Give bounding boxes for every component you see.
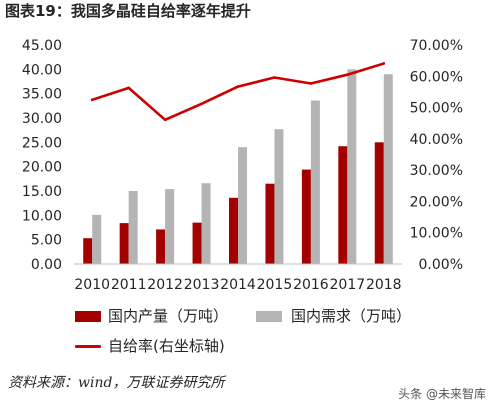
- line-point-self-sufficiency: [200, 102, 203, 106]
- x-tick-label: 2010: [74, 277, 110, 293]
- x-tick-label: 2011: [111, 277, 147, 293]
- bar-production: [192, 222, 202, 264]
- bar-production: [265, 183, 275, 264]
- x-tick-label: 2018: [366, 277, 402, 293]
- bar-demand: [310, 100, 320, 264]
- y-right-tick-label: 10.00%: [410, 226, 463, 242]
- x-tick-label: 2014: [220, 277, 256, 293]
- bar-demand: [165, 189, 175, 264]
- y-right-tick-label: 50.00%: [410, 101, 463, 117]
- x-tick-label: 2015: [257, 277, 293, 293]
- y-left-tick-label: 45.00: [22, 38, 62, 54]
- x-tick-label: 2016: [293, 277, 329, 293]
- bar-production: [83, 238, 93, 264]
- y-right-tick-label: 0.00%: [419, 257, 463, 273]
- line-point-self-sufficiency: [346, 73, 349, 77]
- y-left-tick-label: 35.00: [22, 87, 62, 103]
- line-series: [90, 62, 386, 122]
- figure-title: 图表19：我国多晶硅自给率逐年提升: [5, 2, 251, 20]
- source-note: 资料来源：wind，万联证券研究所: [8, 375, 225, 391]
- chart-plot: 0.00 5.00 10.00 15.00 20.00 25.00 30.00 35.00 40…: [22, 38, 463, 293]
- y-left-tick-label: 30.00: [22, 111, 62, 127]
- y-left-tick-label: 15.00: [22, 184, 62, 200]
- bar-demand: [92, 214, 102, 264]
- bar-demand: [238, 147, 247, 264]
- y-left-tick-label: 5.00: [31, 233, 62, 249]
- watermark-text: 头条 @未来智库: [398, 387, 486, 401]
- line-self-sufficiency: [90, 62, 386, 122]
- bar-production: [229, 197, 238, 264]
- bar-demand: [383, 74, 393, 264]
- bar-demand: [201, 183, 211, 264]
- bar-demand: [347, 69, 357, 264]
- y-right-tick-label: 60.00%: [410, 69, 463, 85]
- legend-swatch-demand: [256, 311, 282, 322]
- bar-demand: [128, 191, 138, 264]
- line-point-self-sufficiency: [273, 76, 276, 79]
- y-left-tick-label: 25.00: [22, 135, 62, 151]
- line-point-self-sufficiency: [236, 85, 240, 88]
- right-axis-ticks: 0.00% 10.00% 20.00% 30.00% 40.00% 50.00% 60.00…: [410, 38, 463, 273]
- legend-label-demand: 国内需求（万吨）: [291, 307, 412, 325]
- y-left-tick-label: 0.00: [31, 257, 62, 273]
- y-right-tick-label: 20.00%: [410, 194, 463, 210]
- bar-production: [374, 142, 384, 264]
- legend-label-production: 国内产量（万吨）: [108, 307, 229, 325]
- bar-production: [156, 229, 166, 264]
- bar-production: [301, 169, 311, 264]
- left-axis-ticks: 0.00 5.00 10.00 15.00 20.00 25.00 30.00 35.00 40…: [22, 38, 62, 273]
- category-labels: 2010 2011 2012 2013 2014 2015 2016 2017 2018: [74, 277, 401, 293]
- x-tick-label: 2017: [330, 277, 366, 293]
- x-tick-label: 2012: [147, 277, 183, 293]
- y-right-tick-label: 70.00%: [410, 38, 463, 54]
- line-point-self-sufficiency: [309, 82, 313, 85]
- y-right-tick-label: 40.00%: [410, 132, 463, 148]
- y-left-tick-label: 10.00: [22, 208, 62, 224]
- x-tick-label: 2013: [184, 277, 220, 293]
- line-point-self-sufficiency: [382, 62, 386, 65]
- bar-production: [338, 146, 348, 264]
- line-point-self-sufficiency: [163, 118, 167, 122]
- line-point-self-sufficiency: [90, 98, 94, 102]
- legend-swatch-self-sufficiency: [75, 345, 101, 348]
- legend-swatch-production: [75, 311, 101, 322]
- y-left-tick-label: 40.00: [22, 62, 62, 78]
- y-left-tick-label: 20.00: [22, 160, 62, 176]
- y-right-tick-label: 30.00%: [410, 163, 463, 179]
- legend-label-self-sufficiency: 自给率(右坐标轴): [108, 337, 225, 355]
- bar-demand: [274, 129, 284, 264]
- bar-series: [83, 69, 393, 264]
- line-point-self-sufficiency: [127, 86, 130, 90]
- bar-production: [119, 223, 129, 264]
